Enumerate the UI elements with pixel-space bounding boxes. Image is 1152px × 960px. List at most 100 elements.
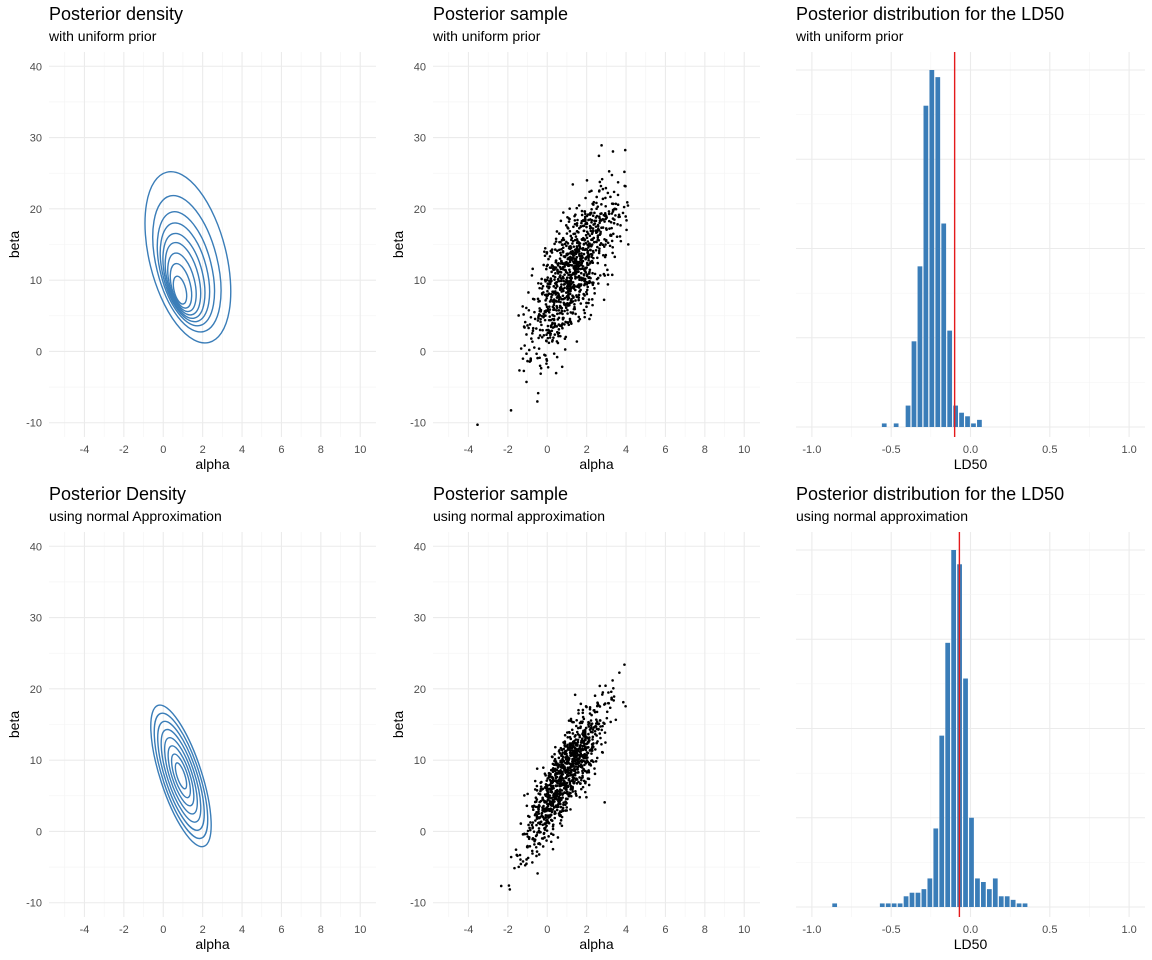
scatter-point [607, 170, 611, 173]
x-tick-label: 1.0 [1121, 924, 1136, 936]
scatter-point [556, 766, 560, 769]
scatter-point [590, 298, 594, 301]
scatter-point [596, 205, 600, 208]
histogram-bar [975, 878, 980, 907]
scatter-point [573, 219, 577, 222]
scatter-point [551, 293, 554, 296]
scatter-point [523, 832, 527, 836]
scatter-point [552, 301, 556, 305]
scatter-point [609, 690, 613, 694]
scatter-point [551, 796, 554, 799]
x-tick-label: 10 [738, 924, 750, 936]
scatter-point [580, 738, 584, 742]
scatter-point [572, 752, 575, 756]
x-tick-label: 2 [584, 924, 590, 936]
scatter-point [525, 862, 528, 865]
scatter-point [553, 322, 557, 325]
scatter-point [540, 287, 544, 290]
scatter-point [534, 845, 538, 849]
scatter-point [610, 212, 614, 215]
scatter-point [521, 860, 525, 863]
scatter-point [531, 326, 535, 330]
scatter-point [550, 819, 554, 822]
scatter-point [544, 782, 548, 786]
scatter-point [538, 286, 541, 290]
scatter-point [602, 213, 606, 217]
scatter-point [535, 798, 539, 801]
scatter-point [609, 195, 612, 199]
scatter-point [574, 743, 578, 747]
scatter-point [569, 288, 572, 292]
scatter-point [563, 791, 566, 794]
scatter-point [559, 778, 562, 781]
scatter-point [539, 789, 542, 793]
scatter-point [598, 719, 602, 722]
scatter-point [556, 272, 560, 275]
scatter-point [573, 693, 577, 697]
x-tick-label: 8 [702, 924, 708, 936]
scatter-point [542, 818, 546, 821]
scatter-point [575, 718, 578, 722]
scatter-point [597, 215, 601, 218]
scatter-point [611, 217, 615, 220]
scatter-point [553, 242, 556, 246]
scatter-point [547, 341, 551, 345]
scatter-point [570, 286, 573, 289]
scatter-point [571, 773, 575, 777]
scatter-point [588, 279, 591, 283]
scatter-point [591, 202, 594, 206]
x-tick-label: 2 [200, 924, 206, 936]
scatter-point [516, 854, 519, 858]
marks [144, 171, 232, 344]
scatter-point [521, 357, 525, 360]
scatter-point [535, 352, 538, 356]
scatter-point [568, 273, 571, 277]
scatter-point [588, 317, 591, 321]
contour-line [150, 704, 212, 848]
scatter-point [600, 144, 603, 147]
scatter-point [540, 314, 544, 318]
scatter-point [571, 312, 574, 315]
chart-title: Posterior sample [433, 4, 568, 24]
scatter-point [531, 329, 535, 332]
scatter-point [572, 762, 575, 765]
scatter-point [558, 776, 562, 779]
histogram-bar [933, 828, 939, 907]
scatter-point [602, 218, 605, 221]
scatter-point [580, 221, 583, 225]
scatter-point [541, 823, 545, 827]
scatter-point [550, 251, 554, 254]
scatter-point [529, 316, 533, 319]
scatter-point [563, 309, 566, 313]
scatter-point [531, 852, 534, 855]
scatter-point [585, 179, 589, 182]
scatter-point [594, 760, 598, 763]
scatter-point [528, 815, 531, 819]
x-tick-label: 4 [239, 444, 245, 456]
scatter-point [563, 242, 567, 246]
x-tick-label: -0.5 [882, 924, 901, 936]
scatter-point [583, 238, 586, 242]
x-tick-label: 8 [318, 444, 324, 456]
histogram-bar [909, 892, 915, 907]
scatter-point [585, 280, 588, 284]
scatter-point [554, 240, 558, 243]
scatter-point [525, 858, 528, 861]
scatter-point [543, 800, 547, 803]
scatter-point [543, 318, 547, 322]
scatter-point [594, 724, 597, 728]
scatter-point [530, 849, 534, 853]
scatter-point [536, 872, 539, 875]
scatter-point [544, 299, 547, 302]
scatter-point [598, 180, 602, 184]
scatter-point [558, 784, 562, 788]
scatter-point [563, 733, 567, 737]
scatter-point [555, 330, 559, 334]
scatter-point [565, 790, 569, 793]
scatter-point [577, 764, 581, 767]
histogram-bar [879, 903, 885, 907]
scatter-point [577, 319, 580, 323]
scatter-point [552, 317, 556, 321]
histogram-bar [981, 882, 986, 907]
scatter-point [568, 745, 572, 749]
